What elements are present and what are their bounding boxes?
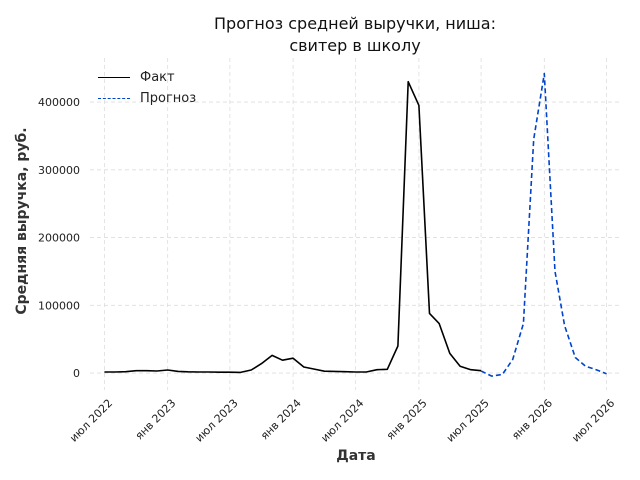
series-line-fact (104, 80, 482, 374)
y-tick-label: 400000 (38, 96, 80, 109)
chart-title-line-1: Прогноз средней выручки, ниша: (214, 14, 496, 33)
y-tick-label: 300000 (38, 164, 80, 177)
y-axis-label: Средняя выручка, руб. (14, 127, 30, 315)
legend-label-forecast: Прогноз (140, 91, 197, 106)
y-tick-label: 100000 (38, 299, 80, 312)
legend-item-fact: Факт (98, 67, 196, 88)
legend-item-forecast: Прогноз (98, 88, 196, 109)
x-axis-label: Дата (336, 448, 376, 464)
legend: Факт Прогноз (98, 67, 196, 109)
x-tick-label: июл 2022 (67, 397, 115, 445)
x-tick-label: июл 2026 (569, 397, 617, 445)
y-tick-label: 200000 (38, 232, 80, 245)
x-tick-label: янв 2023 (133, 397, 179, 443)
legend-swatch-forecast (98, 98, 130, 99)
y-tick-label: 0 (73, 367, 80, 380)
series-lines (104, 72, 607, 377)
grid-lines (90, 58, 622, 390)
chart-title-line-2: свитер в школу (289, 36, 421, 55)
x-tick-label: янв 2026 (509, 397, 555, 443)
legend-label-fact: Факт (140, 70, 175, 85)
series-line-forecast (480, 72, 607, 377)
x-tick-label: янв 2024 (258, 397, 304, 443)
x-tick-label: июл 2025 (444, 397, 492, 445)
legend-swatch-fact (98, 77, 130, 78)
x-tick-label: июл 2023 (193, 397, 241, 445)
x-tick-label: июл 2024 (318, 397, 366, 445)
axis-ticks: 0 100000 200000 300000 400000 июл 2022 янв 202… (38, 96, 617, 445)
x-tick-label: янв 2025 (384, 397, 430, 443)
